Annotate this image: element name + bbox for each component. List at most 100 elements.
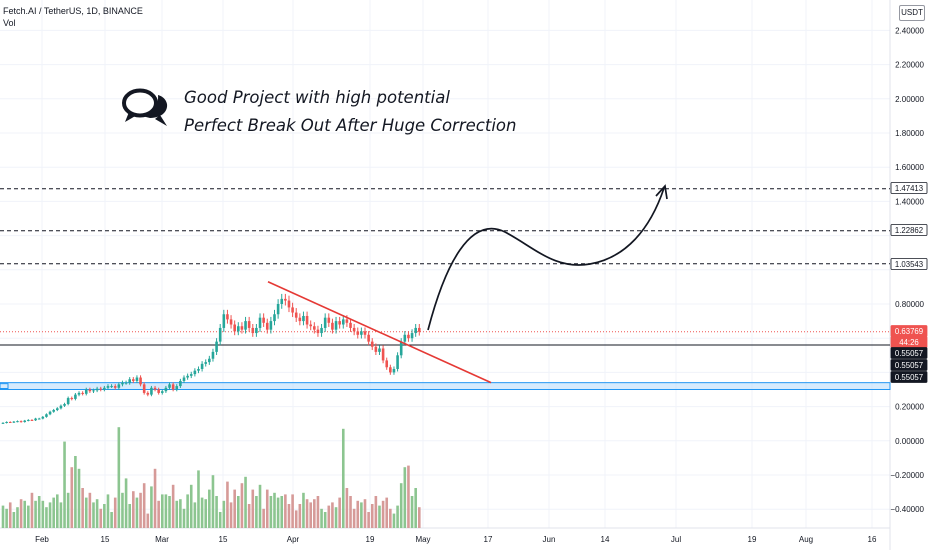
- candle: [56, 408, 59, 411]
- candle: [200, 363, 204, 369]
- candle: [84, 389, 88, 394]
- volume-bar: [56, 494, 59, 528]
- volume-bar: [374, 496, 378, 528]
- candle: [63, 404, 66, 406]
- volume-bar: [320, 508, 323, 528]
- y-tick-label: −0.40000: [890, 505, 924, 514]
- price-axis-label: [890, 224, 928, 236]
- volume-bar: [356, 500, 360, 528]
- candle: [352, 327, 356, 332]
- candle: [142, 384, 146, 393]
- volume-bar: [34, 500, 37, 528]
- volume-bar: [84, 497, 88, 528]
- volume-bar: [128, 504, 131, 528]
- candle: [320, 327, 323, 334]
- candle: [52, 410, 55, 412]
- candle: [215, 341, 218, 352]
- volume-bar: [189, 484, 193, 528]
- volume-bar: [345, 488, 349, 528]
- volume-bar: [45, 507, 48, 528]
- symbol-title[interactable]: Fetch.AI / TetherUS, 1D, BINANCE: [3, 6, 143, 16]
- volume-bar: [19, 499, 23, 528]
- volume-bar: [23, 500, 27, 528]
- volume-bar: [389, 508, 392, 528]
- candle: [367, 334, 370, 342]
- volume-bar: [309, 502, 312, 528]
- volume-bar: [12, 512, 16, 528]
- support-zone-handle: [0, 383, 9, 390]
- volume-bar: [52, 497, 55, 528]
- candle: [273, 314, 276, 322]
- volume-bar: [66, 492, 70, 528]
- candle: [276, 304, 280, 315]
- y-tick-label: 0.20000: [895, 403, 924, 412]
- candle: [66, 398, 70, 405]
- volume-bar: [179, 499, 182, 528]
- candle: [106, 386, 110, 388]
- volume-bar: [139, 492, 142, 528]
- projection-arrowhead: [655, 184, 668, 200]
- x-tick-label: 15: [101, 535, 110, 544]
- candle: [240, 326, 244, 330]
- candle: [211, 351, 215, 359]
- volume-bar: [95, 499, 99, 528]
- volume-bar: [175, 500, 179, 528]
- candle: [399, 341, 403, 356]
- candle: [414, 327, 417, 334]
- candle: [396, 355, 399, 369]
- candle: [313, 326, 316, 330]
- candle: [269, 321, 273, 330]
- annotation-line-2: Perfect Break Out After Huge Correction: [184, 116, 517, 135]
- volume-bar: [226, 481, 229, 528]
- volume-bar: [8, 502, 12, 528]
- x-tick-label: Apr: [287, 535, 300, 544]
- candle: [27, 419, 30, 421]
- volume-bar: [124, 478, 128, 528]
- candle: [146, 392, 150, 395]
- volume-bar: [164, 494, 168, 528]
- candle: [363, 331, 367, 335]
- volume-bar: [407, 465, 410, 528]
- candle: [171, 384, 175, 390]
- price-axis-label: [890, 359, 928, 371]
- price-axis-label: [890, 371, 928, 383]
- candle: [233, 324, 236, 332]
- candle: [302, 315, 305, 322]
- volume-bar: [327, 505, 331, 528]
- candle: [389, 367, 392, 373]
- volume-bar: [1, 505, 5, 528]
- candle: [262, 317, 265, 323]
- candle: [77, 392, 81, 395]
- volume-bar: [200, 497, 204, 528]
- volume-bar: [313, 499, 316, 528]
- x-tick-label: 15: [219, 535, 228, 544]
- volume-bar: [287, 504, 291, 528]
- candle: [334, 321, 338, 330]
- candle: [12, 421, 16, 423]
- volume-bar: [48, 502, 52, 528]
- candle: [164, 387, 168, 392]
- price-axis-label: [890, 182, 928, 194]
- volume-bar: [197, 470, 200, 528]
- volume-bar: [247, 504, 251, 528]
- candle: [255, 327, 258, 334]
- volume-bar: [193, 502, 197, 528]
- candle: [229, 319, 233, 325]
- candle: [247, 321, 251, 328]
- volume-bar: [291, 494, 294, 528]
- volume-bar: [204, 499, 208, 528]
- price-axis-label-text: 1.03543: [895, 260, 923, 269]
- y-tick-label: 0.80000: [895, 300, 924, 309]
- currency-button[interactable]: USDT: [899, 5, 925, 21]
- volume-bar: [121, 492, 124, 528]
- candle: [265, 322, 269, 330]
- x-tick-label: Feb: [35, 535, 49, 544]
- candle: [378, 348, 381, 352]
- volume-bar: [70, 467, 74, 528]
- candle: [244, 321, 247, 330]
- candle: [345, 319, 349, 323]
- candle: [30, 419, 34, 421]
- volume-indicator-label[interactable]: Vol: [3, 18, 16, 28]
- speech-bubbles-icon: [122, 88, 168, 126]
